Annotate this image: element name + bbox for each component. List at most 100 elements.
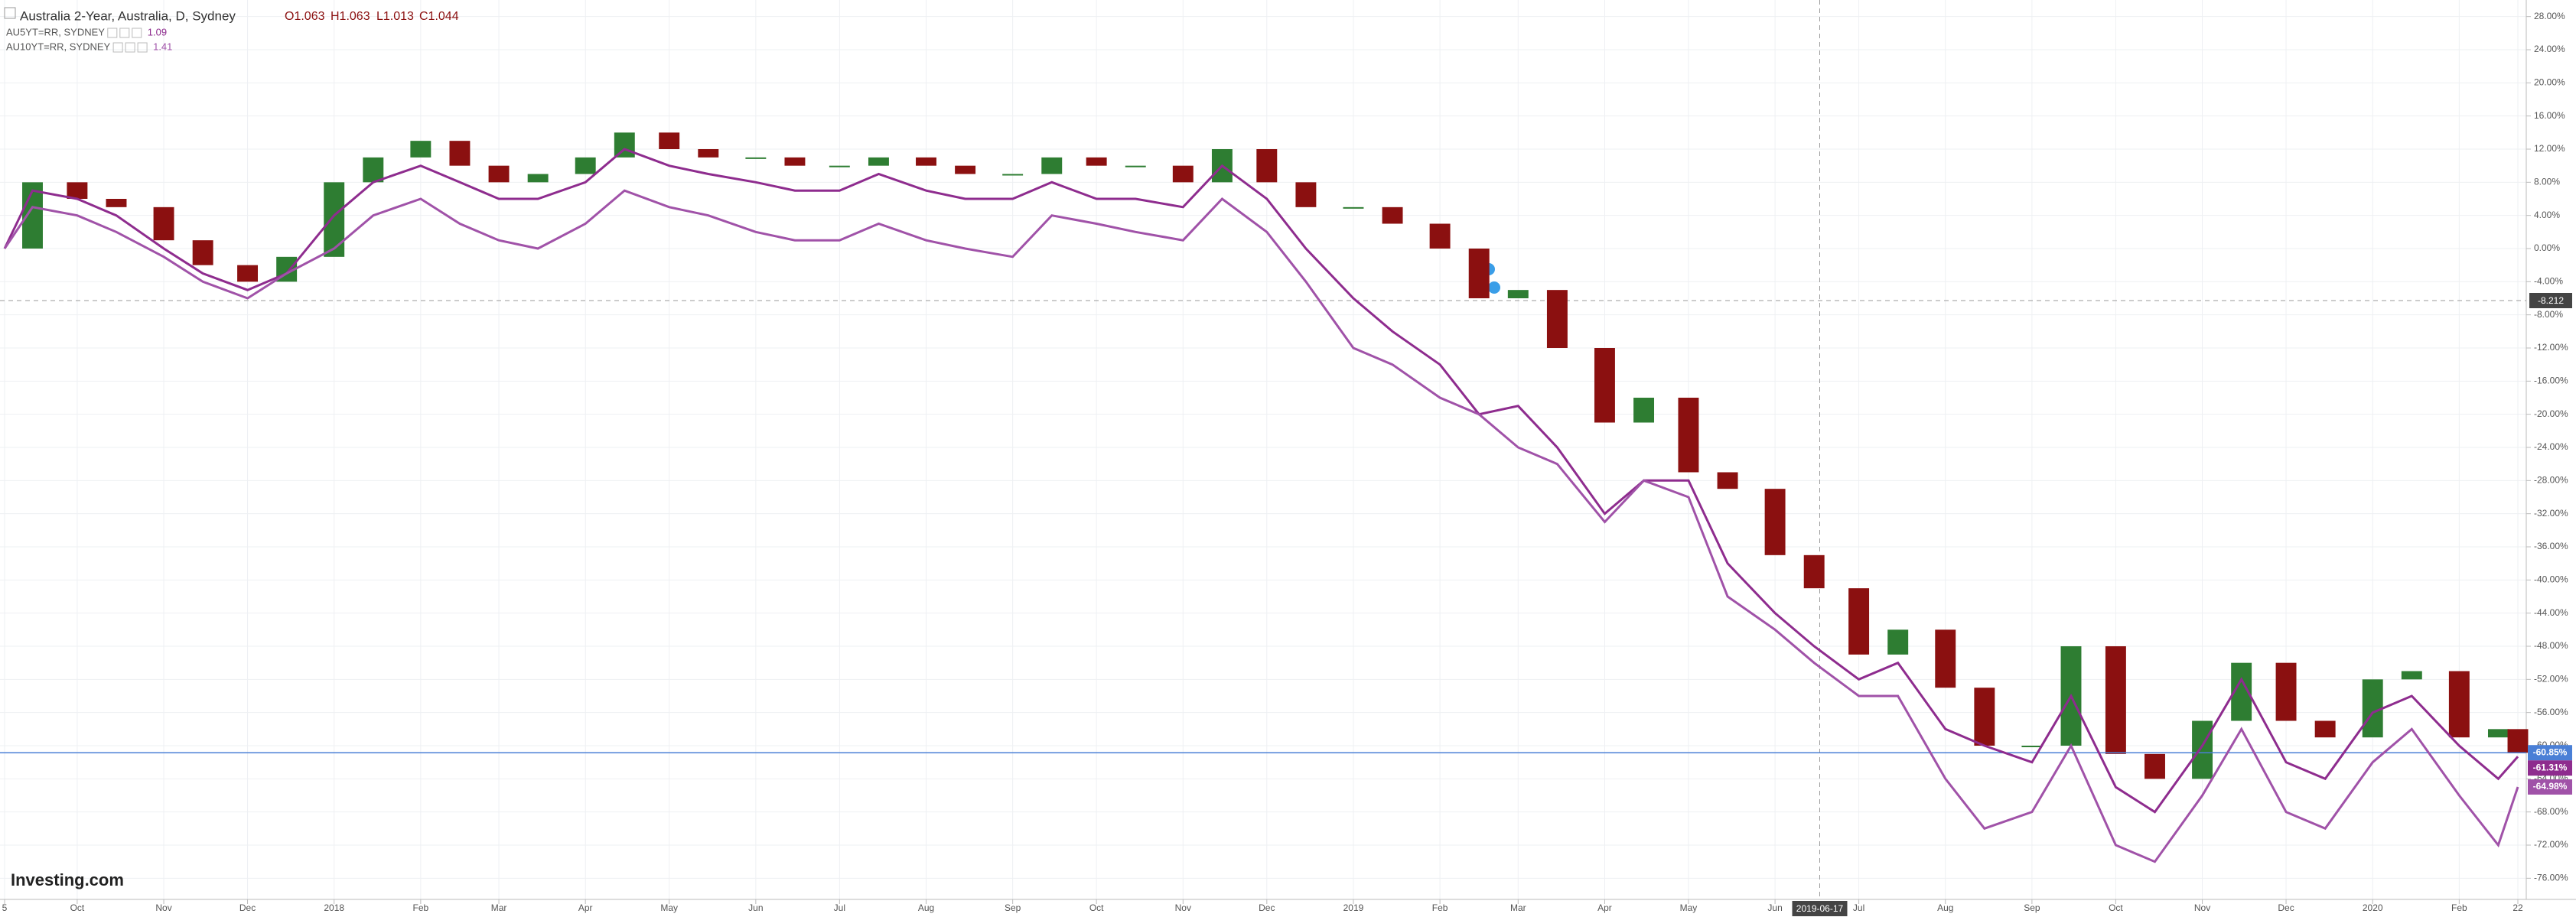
y-tick-label: -12.00% bbox=[2534, 342, 2568, 353]
candle bbox=[1887, 629, 1909, 655]
x-tick-label: Sep bbox=[2024, 902, 2040, 913]
candle bbox=[2275, 662, 2297, 721]
last-value-label: -64.98% bbox=[2533, 781, 2568, 792]
candle bbox=[324, 182, 345, 257]
legend-value: 1.09 bbox=[148, 26, 167, 37]
y-tick-label: -28.00% bbox=[2534, 475, 2568, 486]
x-tick-label: Dec bbox=[239, 902, 256, 913]
candle bbox=[488, 165, 510, 183]
candle bbox=[1678, 398, 1699, 473]
crosshair-x-box bbox=[1792, 901, 1848, 916]
ohlc-close: C1.044 bbox=[419, 10, 459, 23]
x-tick-label: Aug bbox=[1937, 902, 1953, 913]
candle bbox=[745, 157, 767, 159]
x-tick-label: Feb bbox=[1432, 902, 1448, 913]
x-tick-label: Dec bbox=[1259, 902, 1275, 913]
ohlc-high: H1.063 bbox=[331, 10, 370, 23]
candle bbox=[237, 265, 259, 282]
candle bbox=[2362, 679, 2383, 738]
x-tick-label: Oct bbox=[1089, 902, 1104, 913]
candle bbox=[1974, 688, 1995, 746]
crosshair-y-label: -8.212 bbox=[2538, 295, 2564, 306]
candle bbox=[192, 240, 213, 265]
candle bbox=[1002, 174, 1024, 176]
candle bbox=[1041, 157, 1063, 174]
candle bbox=[2448, 671, 2470, 738]
y-tick-label: -52.00% bbox=[2534, 674, 2568, 684]
y-tick-label: -4.00% bbox=[2534, 276, 2563, 287]
candle bbox=[2021, 746, 2043, 747]
legend-name: AU5YT=RR, SYDNEY bbox=[6, 26, 105, 37]
candle bbox=[1803, 554, 1825, 589]
x-tick-label: Dec bbox=[2278, 902, 2294, 913]
candle bbox=[575, 157, 596, 174]
candle bbox=[784, 157, 806, 166]
candle bbox=[698, 149, 719, 158]
y-tick-label: -8.00% bbox=[2534, 309, 2563, 320]
line-series bbox=[3, 189, 2519, 863]
y-tick-label: -24.00% bbox=[2534, 441, 2568, 452]
y-tick-label: -32.00% bbox=[2534, 508, 2568, 519]
candle bbox=[67, 182, 88, 199]
candle bbox=[2507, 729, 2529, 753]
candle bbox=[1125, 165, 1146, 167]
x-tick-label: Nov bbox=[155, 902, 171, 913]
last-value-box bbox=[2528, 760, 2572, 776]
candle bbox=[1382, 206, 1403, 224]
x-tick-label: Jul bbox=[834, 902, 845, 913]
y-tick-label: -20.00% bbox=[2534, 408, 2568, 419]
candle bbox=[916, 157, 936, 166]
candle bbox=[153, 206, 174, 241]
y-tick-label: -48.00% bbox=[2534, 640, 2568, 651]
candle bbox=[1935, 629, 1956, 688]
x-tick-label: 2019 bbox=[1343, 902, 1364, 913]
x-tick-label: Jun bbox=[1767, 902, 1782, 913]
x-tick-label: Nov bbox=[2194, 902, 2210, 913]
x-tick-label: Mar bbox=[1510, 902, 1526, 913]
x-tick-label: 2018 bbox=[324, 902, 344, 913]
x-tick-label: May bbox=[1680, 902, 1698, 913]
y-tick-label: 16.00% bbox=[2534, 110, 2565, 121]
legend-name: AU10YT=RR, SYDNEY bbox=[6, 41, 111, 52]
candle bbox=[829, 165, 850, 167]
y-tick-label: 8.00% bbox=[2534, 177, 2560, 187]
chart-title: Australia 2-Year, Australia, D, Sydney bbox=[20, 8, 236, 23]
x-tick-label: Feb bbox=[2451, 902, 2467, 913]
candle bbox=[1507, 290, 1529, 298]
crosshair-x-label: 2019-06-17 bbox=[1796, 903, 1844, 914]
collapse-icon[interactable] bbox=[4, 7, 16, 19]
candle bbox=[527, 174, 549, 183]
legend-icon[interactable] bbox=[107, 28, 118, 38]
y-tick-label: 20.00% bbox=[2534, 77, 2565, 88]
x-tick-label: 22 bbox=[2512, 902, 2523, 913]
x-tick-label: Mar bbox=[491, 902, 507, 913]
legend-icon[interactable] bbox=[132, 28, 142, 38]
candle bbox=[1594, 348, 1615, 423]
candle bbox=[363, 157, 384, 183]
candle bbox=[1848, 588, 1870, 655]
ohlc-open: O1.063 bbox=[285, 10, 325, 23]
x-tick-label: Nov bbox=[1175, 902, 1191, 913]
y-tick-label: -36.00% bbox=[2534, 541, 2568, 551]
y-tick-label: 0.00% bbox=[2534, 242, 2560, 253]
legend-value: 1.41 bbox=[153, 41, 172, 52]
x-tick-label: 2020 bbox=[2363, 902, 2383, 913]
legend-icon[interactable] bbox=[119, 28, 130, 38]
candle bbox=[1717, 472, 1738, 489]
crosshair-y-box bbox=[2529, 293, 2572, 308]
x-tick-label: Oct bbox=[2109, 902, 2123, 913]
legend-icon[interactable] bbox=[137, 42, 148, 53]
candle bbox=[449, 141, 471, 166]
x-tick-label: Apr bbox=[578, 902, 593, 913]
y-tick-label: -68.00% bbox=[2534, 806, 2568, 817]
candle bbox=[106, 199, 127, 207]
legend-icon[interactable] bbox=[112, 42, 123, 53]
candle bbox=[1633, 398, 1655, 423]
event-marker[interactable] bbox=[1488, 281, 1500, 294]
x-tick-label: Apr bbox=[1597, 902, 1612, 913]
last-value-box bbox=[2528, 779, 2572, 795]
x-tick-label: Aug bbox=[918, 902, 934, 913]
legend-icon[interactable] bbox=[125, 42, 135, 53]
